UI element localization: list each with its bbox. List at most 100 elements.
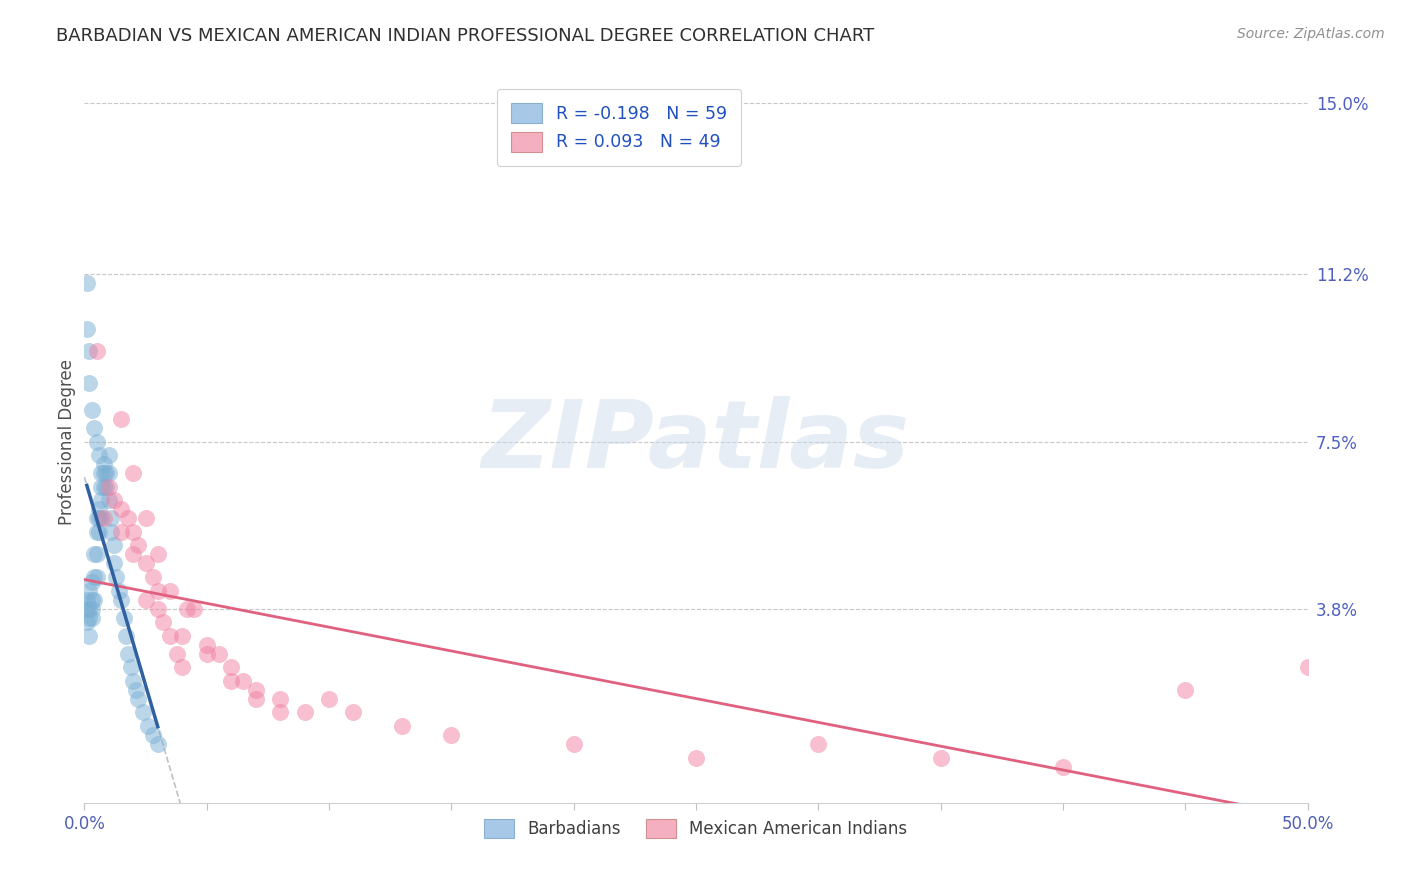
Point (269, 706, 291, 720)
Point (183, 601, 205, 615)
Point (76, 615, 98, 630)
Point (146, 583, 169, 598)
Point (318, 692, 340, 706)
Point (87, 502, 110, 516)
Point (142, 570, 165, 584)
Point (90, 466, 112, 480)
Point (77, 376, 100, 390)
Point (97, 448, 120, 462)
Point (115, 629, 138, 643)
Point (440, 728, 463, 742)
Point (83, 421, 105, 435)
Point (172, 660, 194, 674)
Point (146, 601, 169, 615)
Point (112, 610, 135, 624)
Point (103, 493, 125, 508)
Point (90, 493, 112, 508)
Point (146, 548, 169, 562)
Point (96, 480, 118, 494)
Point (1052, 760, 1074, 774)
Point (96, 466, 118, 480)
Point (100, 524, 122, 539)
Point (166, 647, 188, 661)
Point (86, 344, 108, 359)
Point (90, 511, 112, 525)
Point (76, 321, 98, 335)
Point (83, 548, 105, 562)
Point (391, 719, 413, 733)
Point (107, 583, 129, 598)
Point (219, 660, 242, 674)
Point (127, 692, 149, 706)
Point (342, 706, 364, 720)
Point (86, 434, 108, 449)
Point (76, 592, 98, 607)
Point (176, 601, 198, 615)
Point (87, 511, 110, 525)
Point (77, 629, 100, 643)
Point (83, 570, 105, 584)
Point (80, 592, 103, 607)
Point (97, 466, 120, 480)
Point (122, 466, 145, 480)
Point (110, 524, 132, 539)
Point (80, 403, 103, 417)
Point (103, 557, 125, 571)
Point (110, 412, 132, 426)
Point (146, 737, 169, 751)
Y-axis label: Professional Degree: Professional Degree (58, 359, 76, 524)
Point (97, 493, 120, 508)
Point (562, 737, 585, 751)
Point (172, 629, 194, 643)
Point (77, 583, 100, 598)
Point (80, 610, 103, 624)
Point (159, 629, 181, 643)
Point (122, 548, 145, 562)
Point (208, 647, 231, 661)
Point (110, 502, 132, 516)
Point (136, 719, 159, 733)
Point (159, 583, 181, 598)
Point (807, 737, 830, 751)
Point (77, 344, 100, 359)
Point (86, 548, 108, 562)
Point (77, 610, 100, 624)
Point (245, 682, 267, 697)
Point (122, 673, 145, 688)
Point (125, 682, 148, 697)
Point (135, 557, 157, 571)
Point (117, 511, 139, 525)
Point (1174, 682, 1197, 697)
Text: ZIPatlas: ZIPatlas (482, 395, 910, 488)
Point (93, 466, 115, 480)
Point (80, 574, 103, 589)
Point (97, 480, 120, 494)
Point (83, 592, 105, 607)
Point (93, 511, 115, 525)
Point (110, 592, 132, 607)
Point (120, 660, 142, 674)
Point (93, 480, 115, 494)
Point (132, 706, 155, 720)
Point (152, 615, 174, 630)
Point (100, 511, 122, 525)
Point (87, 524, 110, 539)
Point (90, 480, 112, 494)
Point (269, 692, 291, 706)
Point (77, 601, 100, 615)
Point (76, 277, 98, 291)
Point (93, 457, 115, 471)
Point (135, 511, 157, 525)
Point (87, 448, 110, 462)
Text: BARBADIAN VS MEXICAN AMERICAN INDIAN PROFESSIONAL DEGREE CORRELATION CHART: BARBADIAN VS MEXICAN AMERICAN INDIAN PRO… (56, 27, 875, 45)
Point (103, 538, 125, 552)
Point (117, 647, 139, 661)
Point (1296, 660, 1319, 674)
Point (76, 601, 98, 615)
Text: Source: ZipAtlas.com: Source: ZipAtlas.com (1237, 27, 1385, 41)
Point (245, 692, 267, 706)
Legend: Barbadians, Mexican American Indians: Barbadians, Mexican American Indians (478, 813, 914, 845)
Point (195, 647, 218, 661)
Point (127, 538, 149, 552)
Point (86, 570, 108, 584)
